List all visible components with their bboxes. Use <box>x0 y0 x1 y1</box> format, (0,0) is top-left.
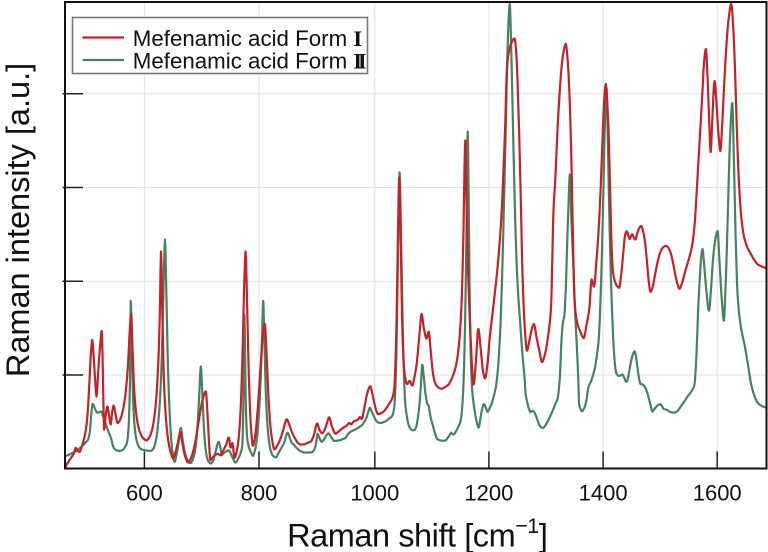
svg-text:800: 800 <box>241 480 278 505</box>
svg-text:Raman shift [cm−1]: Raman shift [cm−1] <box>287 514 547 552</box>
svg-text:Raman intensity [a.u.]: Raman intensity [a.u.] <box>0 63 36 377</box>
svg-text:1000: 1000 <box>350 480 399 505</box>
svg-text:1400: 1400 <box>579 480 628 505</box>
svg-text:600: 600 <box>126 480 163 505</box>
svg-text:Mefenamic acid Form I: Mefenamic acid Form I <box>133 26 362 51</box>
svg-text:Mefenamic acid Form II: Mefenamic acid Form II <box>133 49 366 74</box>
svg-text:1600: 1600 <box>693 480 742 505</box>
svg-text:1200: 1200 <box>464 480 513 505</box>
